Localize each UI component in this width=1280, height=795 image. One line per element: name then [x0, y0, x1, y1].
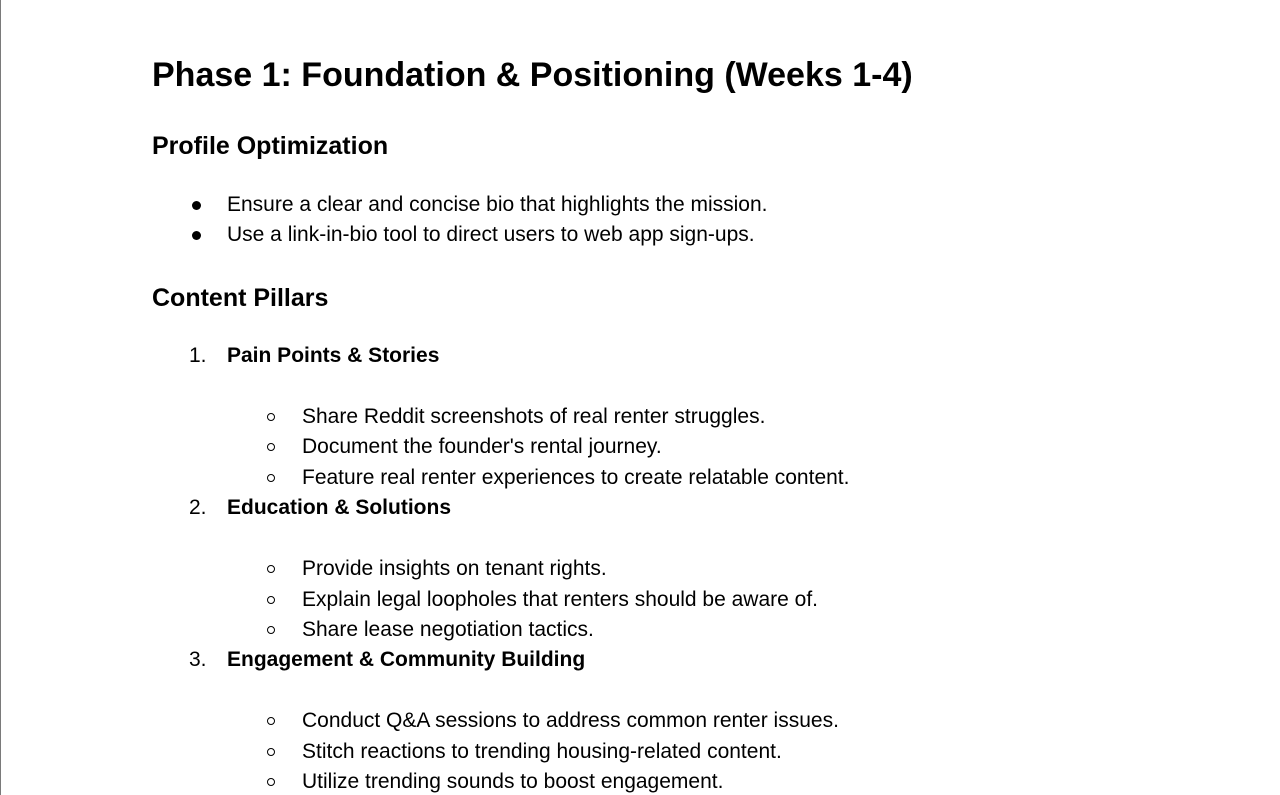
sub-list-item-text: Document the founder's rental journey.	[302, 435, 662, 458]
hollow-bullet-icon	[267, 778, 275, 786]
sub-list-item-text: Provide insights on tenant rights.	[302, 557, 607, 580]
sub-list-item-text: Share Reddit screenshots of real renter …	[302, 405, 766, 428]
bullet-icon	[192, 201, 201, 210]
sub-list-item-text: Explain legal loopholes that renters sho…	[302, 588, 818, 611]
section-heading-profile: Profile Optimization	[152, 132, 389, 160]
list-item-text: Ensure a clear and concise bio that high…	[227, 193, 768, 216]
pillar-title: Pain Points & Stories	[227, 344, 440, 367]
sub-list-item-text: Share lease negotiation tactics.	[302, 618, 594, 641]
sub-list-item-text: Feature real renter experiences to creat…	[302, 466, 850, 489]
hollow-bullet-icon	[267, 443, 275, 451]
hollow-bullet-icon	[267, 748, 275, 756]
hollow-bullet-icon	[267, 474, 275, 482]
list-number: 2.	[189, 496, 207, 519]
pillar-title: Engagement & Community Building	[227, 648, 586, 671]
pillar-title: Education & Solutions	[227, 496, 451, 519]
list-number: 1.	[189, 344, 207, 367]
hollow-bullet-icon	[267, 413, 275, 421]
list-item-text: Use a link-in-bio tool to direct users t…	[227, 223, 755, 246]
sub-list-item-text: Stitch reactions to trending housing-rel…	[302, 740, 782, 763]
document-title: Phase 1: Foundation & Positioning (Weeks…	[152, 56, 913, 94]
list-number: 3.	[189, 648, 207, 671]
page-left-edge	[0, 0, 1, 795]
hollow-bullet-icon	[267, 565, 275, 573]
bullet-icon	[192, 231, 201, 240]
sub-list-item-text: Utilize trending sounds to boost engagem…	[302, 770, 724, 793]
sub-list-item-text: Conduct Q&A sessions to address common r…	[302, 709, 839, 732]
hollow-bullet-icon	[267, 717, 275, 725]
hollow-bullet-icon	[267, 596, 275, 604]
hollow-bullet-icon	[267, 626, 275, 634]
section-heading-content-pillars: Content Pillars	[152, 284, 329, 312]
